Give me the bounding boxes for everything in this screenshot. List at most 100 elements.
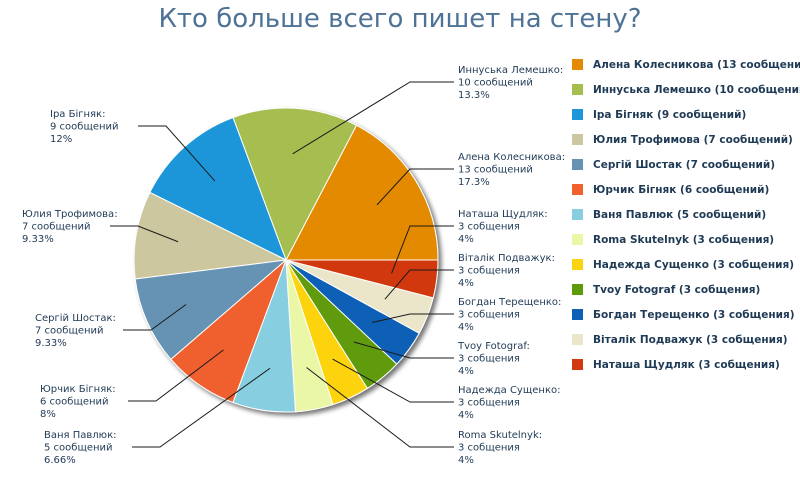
legend-item-юлия-трофимова[interactable]: Юлия Трофимова (7 сообщений) <box>572 127 800 152</box>
callout-name-tvoy-fotograf: Tvoy Fotograf: <box>457 341 530 352</box>
callout-percent-tvoy-fotograf: 4% <box>458 366 474 377</box>
callout-count-ваня-павлюк: 5 сообщений <box>44 443 113 454</box>
callout-name-юлия-трофимова: Юлия Трофимова: <box>22 209 118 220</box>
callout-line-іра-бігняк <box>138 125 216 182</box>
legend-item-юрчик-бігняк[interactable]: Юрчик Бігняк (6 сообщений) <box>572 177 800 202</box>
callout-count-богдан-терещенко: 3 собщения <box>458 310 520 321</box>
callout-name-алена-колесникова: Алена Колесникова: <box>458 152 565 163</box>
legend-item-богдан-терещенко[interactable]: Богдан Терещенко (3 собщения) <box>572 302 800 327</box>
callout-percent-roma-skutelnyk: 4% <box>458 455 474 466</box>
legend-swatch <box>572 109 583 120</box>
legend-item-надежда-сущенко[interactable]: Надежда Сущенко (3 собщения) <box>572 252 800 277</box>
callout-count-roma-skutelnyk: 3 собщения <box>458 443 520 454</box>
callout-line-юрчик-бігняк <box>128 349 224 402</box>
legend-swatch <box>572 184 583 195</box>
callout-name-богдан-терещенко: Богдан Терещенко: <box>458 297 561 308</box>
legend-item-віталік-подважук[interactable]: Віталік Подважук (3 собщения) <box>572 327 800 352</box>
callout-line-иннуська-лемешко <box>292 81 454 155</box>
legend-label: Юлия Трофимова (7 сообщений) <box>593 133 793 146</box>
callout-name-наташа-щудляк: Наташа Щудляк: <box>458 209 548 220</box>
callout-name-сергій-шостак: Сергій Шостак: <box>35 312 116 324</box>
legend-item-иннуська-лемешко[interactable]: Иннуська Лемешко (10 сообщений) <box>572 77 800 102</box>
callout-name-ваня-павлюк: Ваня Павлюк: <box>44 430 116 441</box>
callout-count-юрчик-бігняк: 6 сообщений <box>40 397 109 408</box>
legend-label: Богдан Терещенко (3 собщения) <box>593 308 795 321</box>
callout-percent-віталік-подважук: 4% <box>458 278 474 289</box>
legend-swatch <box>572 334 583 345</box>
callout-count-віталік-подважук: 3 собщения <box>458 266 520 277</box>
callout-name-віталік-подважук: Віталік Подважук: <box>458 252 555 264</box>
legend-swatch <box>572 209 583 220</box>
legend-label: Надежда Сущенко (3 собщения) <box>593 258 795 271</box>
legend-label: Tvoy Fotograf (3 собщения) <box>593 283 761 296</box>
legend-label: Roma Skutelnyk (3 собщения) <box>593 233 775 246</box>
legend-label: Наташа Щудляк (3 собщения) <box>593 358 780 371</box>
legend-label: Ваня Павлюк (5 сообщений) <box>593 208 767 221</box>
callout-count-алена-колесникова: 13 сообщений <box>458 165 533 176</box>
legend: Алена Колесникова (13 сообщений) Иннуська… <box>572 52 800 377</box>
chart-title: Кто больше всего пишет на стену? <box>158 4 642 34</box>
callout-count-юлия-трофимова: 7 сообщений <box>22 222 91 233</box>
callout-percent-юлия-трофимова: 9.33% <box>22 234 54 245</box>
callout-line-надежда-сущенко <box>332 358 454 403</box>
callout-percent-надежда-сущенко: 4% <box>458 410 474 421</box>
callout-percent-іра-бігняк: 12% <box>50 134 72 145</box>
callout-name-иннуська-лемешко: Иннуська Лемешко: <box>458 65 563 76</box>
callout-name-іра-бігняк: Іра Бігняк: <box>50 108 105 120</box>
legend-label: Віталік Подважук (3 собщения) <box>593 333 788 346</box>
callout-percent-сергій-шостак: 9.33% <box>35 338 67 349</box>
callout-line-tvoy-fotograf <box>353 341 454 359</box>
legend-label: Сергій Шостак (7 сообщений) <box>593 158 776 171</box>
callout-name-юрчик-бігняк: Юрчик Бігняк: <box>40 383 116 395</box>
callout-count-иннуська-лемешко: 10 сообщений <box>458 78 533 89</box>
callout-count-наташа-щудляк: 3 собщения <box>458 222 520 233</box>
callout-line-наташа-щудляк <box>391 225 454 274</box>
callout-line-віталік-подважук <box>384 269 454 300</box>
legend-item-наташа-щудляк[interactable]: Наташа Щудляк (3 собщения) <box>572 352 800 377</box>
legend-swatch <box>572 134 583 145</box>
callout-line-сергій-шостак <box>123 304 187 331</box>
callout-percent-ваня-павлюк: 6.66% <box>44 455 76 466</box>
callout-count-іра-бігняк: 9 сообщений <box>50 122 119 133</box>
pie-slices <box>133 107 439 413</box>
legend-label: Юрчик Бігняк (6 сообщений) <box>593 183 770 196</box>
pie-slice-юлия-трофимова[interactable] <box>133 191 288 280</box>
callout-percent-юрчик-бігняк: 8% <box>40 409 56 420</box>
callout-count-надежда-сущенко: 3 собщения <box>458 398 520 409</box>
callout-percent-наташа-щудляк: 4% <box>458 234 474 245</box>
callout-line-ваня-павлюк <box>132 367 271 448</box>
legend-item-сергій-шостак[interactable]: Сергій Шостак (7 сообщений) <box>572 152 800 177</box>
callout-percent-богдан-терещенко: 4% <box>458 322 474 333</box>
callout-name-надежда-сущенко: Надежда Сущенко: <box>458 385 560 396</box>
callout-line-алена-колесникова <box>376 168 454 206</box>
legend-swatch <box>572 159 583 170</box>
legend-item-алена-колесникова[interactable]: Алена Колесникова (13 сообщений) <box>572 52 800 77</box>
legend-swatch <box>572 359 583 370</box>
legend-item-roma-skutelnyk[interactable]: Roma Skutelnyk (3 собщения) <box>572 227 800 252</box>
legend-label: Іра Бігняк (9 сообщений) <box>593 108 747 121</box>
legend-swatch <box>572 259 583 270</box>
callout-line-богдан-терещенко <box>371 313 454 324</box>
legend-swatch <box>572 84 583 95</box>
callout-count-сергій-шостак: 7 сообщений <box>35 326 104 337</box>
legend-item-ваня-павлюк[interactable]: Ваня Павлюк (5 сообщений) <box>572 202 800 227</box>
pie-slice-сергій-шостак[interactable] <box>134 259 288 361</box>
pie-slice-алена-колесникова[interactable] <box>285 124 439 261</box>
callout-percent-алена-колесникова: 17.3% <box>458 177 490 188</box>
pie-slice-иннуська-лемешко[interactable] <box>232 107 358 262</box>
legend-label: Иннуська Лемешко (10 сообщений) <box>593 83 800 96</box>
legend-item-іра-бігняк[interactable]: Іра Бігняк (9 сообщений) <box>572 102 800 127</box>
legend-swatch <box>572 234 583 245</box>
callout-line-юлия-трофимова <box>110 225 179 243</box>
legend-item-tvoy-fotograf[interactable]: Tvoy Fotograf (3 собщения) <box>572 277 800 302</box>
legend-swatch <box>572 59 583 70</box>
pie-slice-наташа-щудляк[interactable] <box>285 259 439 299</box>
legend-label: Алена Колесникова (13 сообщений) <box>593 58 800 71</box>
callout-name-roma-skutelnyk: Roma Skutelnyk: <box>458 430 542 441</box>
legend-swatch <box>572 309 583 320</box>
callout-line-roma-skutelnyk <box>306 367 454 448</box>
legend-swatch <box>572 284 583 295</box>
callout-count-tvoy-fotograf: 3 собщения <box>458 354 520 365</box>
